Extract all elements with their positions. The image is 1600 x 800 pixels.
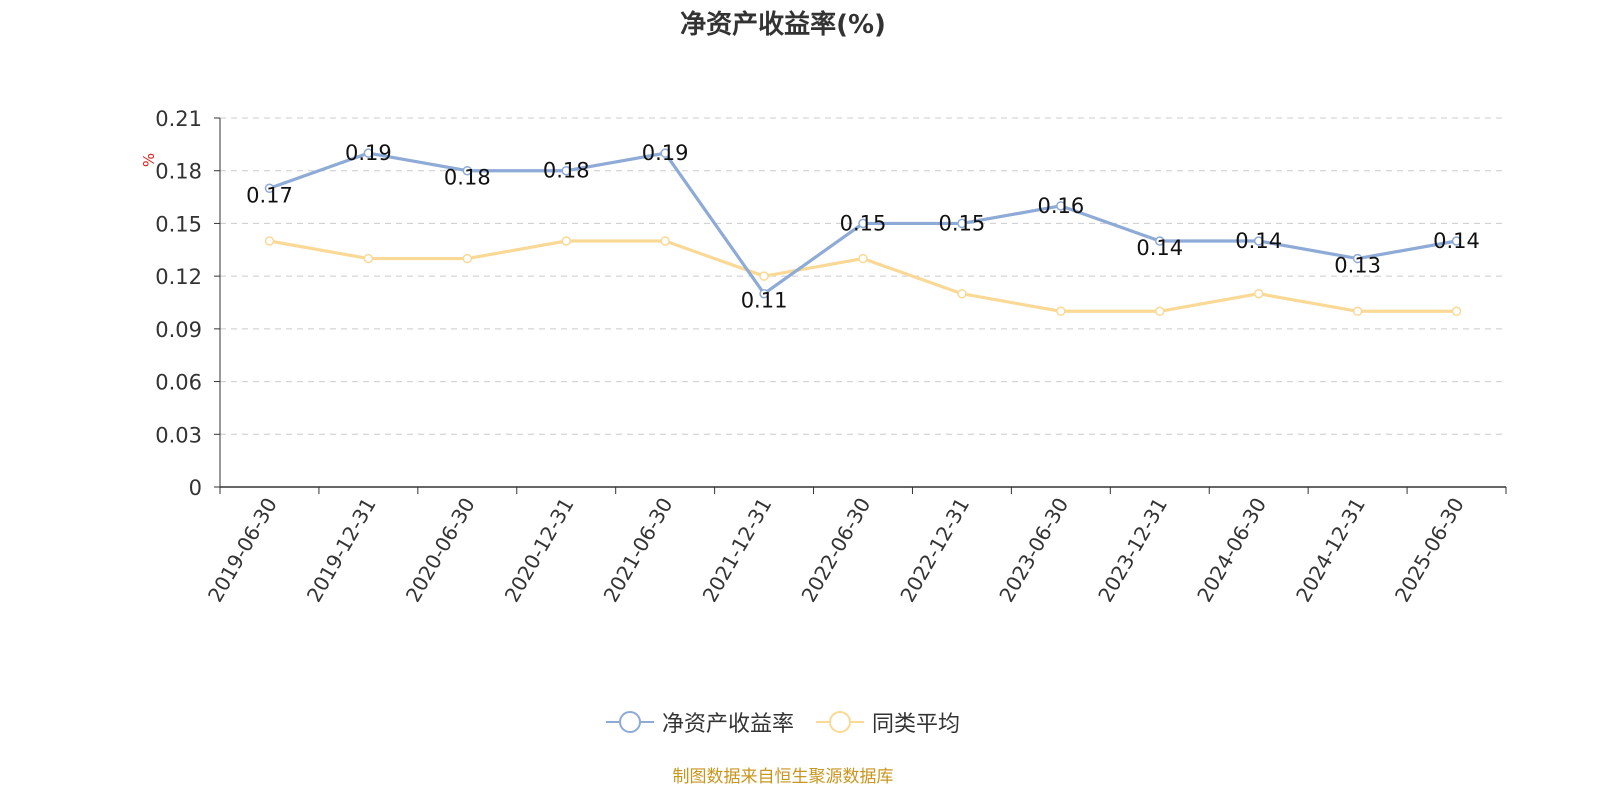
roe-point [1056,201,1066,211]
y-tick-label: 0.09 [155,318,202,342]
peer-average-point [660,236,670,246]
data-label: 0.19 [642,141,689,165]
roe-point [660,148,670,158]
data-label: 0.17 [246,183,293,207]
x-tick-label: 2023-06-30 [994,494,1073,607]
data-labels: 0.17 0.19 0.18 0.18 0.19 0.11 0.15 0.15 0.16 0.14… [246,141,1480,313]
data-label: 0.11 [741,289,788,313]
x-tick-label: 2024-06-30 [1192,494,1271,607]
peer-average-point [1253,288,1264,299]
data-label: 0.15 [939,211,986,235]
peer-average-point [363,253,374,264]
roe-point [1451,236,1462,246]
peer-average-point [1352,306,1363,317]
legend-roe-marker-icon [605,711,654,733]
y-tick-label: 0.03 [155,423,202,447]
y-tick-label: 0.15 [155,212,202,236]
data-label: 0.13 [1334,254,1381,278]
roe-point [363,148,374,158]
data-label: 0.19 [345,141,392,165]
legend: 净资产收益率 同类平均 [0,706,1566,738]
axes: 0 0.03 0.06 0.09 0.12 0.15 0.18 0.21% 2019-06-30… [140,107,1507,607]
roe-point [957,218,967,229]
roe-point [1352,253,1363,264]
data-label: 0.14 [1235,229,1282,253]
chart-title: 净资产收益率(%) [680,10,886,40]
grid-lines [220,117,1506,435]
y-tick-label: 0.12 [155,265,202,289]
x-tick-label: 2020-06-30 [401,494,480,607]
legend-item-peer-average[interactable]: 同类平均 [816,706,960,738]
legend-label-peer-average: 同类平均 [872,712,961,737]
peer-average-point [561,236,571,246]
peer-average-point [264,236,275,246]
legend-label-roe: 净资产收益率 [661,712,794,737]
x-tick-label: 2022-06-30 [796,494,875,607]
roe-point [858,218,868,229]
x-tick-label: 2021-06-30 [599,494,678,607]
y-tick-label: 0.21 [155,107,202,131]
x-tick-label: 2024-12-31 [1291,494,1370,607]
data-label: 0.16 [1037,194,1084,218]
peer-average-point [957,288,967,299]
data-label: 0.18 [543,159,590,183]
data-label: 0.14 [1136,236,1183,260]
x-tick-label: 2022-12-31 [895,494,974,607]
x-tick-label: 2020-12-31 [500,494,579,607]
peer-average-point [1056,306,1066,317]
peer-average-point [1451,306,1462,317]
series-lines [264,148,1462,317]
peer-average-point [1155,306,1165,317]
y-axis-unit-label: % [140,153,158,167]
peer-average-point [462,253,473,264]
x-tick-label: 2025-06-30 [1390,494,1469,607]
roe-point [1253,236,1264,246]
data-label: 0.14 [1433,229,1480,253]
roe-point [759,288,769,299]
y-tick-label: 0.06 [155,371,202,395]
roe-point [264,183,275,194]
legend-item-roe[interactable]: 净资产收益率 [605,706,794,738]
roe-point [561,165,571,176]
x-tick-label: 2019-06-30 [203,494,282,607]
legend-peer-average-marker-icon [816,711,864,733]
peer-average-point [759,271,769,281]
peer-average-point [858,253,868,264]
y-tick-label: 0.18 [155,160,202,184]
data-label: 0.15 [840,211,887,235]
x-tick-label: 2023-12-31 [1093,494,1172,607]
roe-point [1155,236,1165,246]
x-tick-label: 2019-12-31 [302,494,381,607]
data-label: 0.18 [444,166,491,190]
source-note: 制图数据来自恒生聚源数据库 [672,767,894,787]
y-tick-label: 0 [189,476,202,500]
x-tick-label: 2021-12-31 [698,494,777,607]
roe-point [462,165,473,176]
